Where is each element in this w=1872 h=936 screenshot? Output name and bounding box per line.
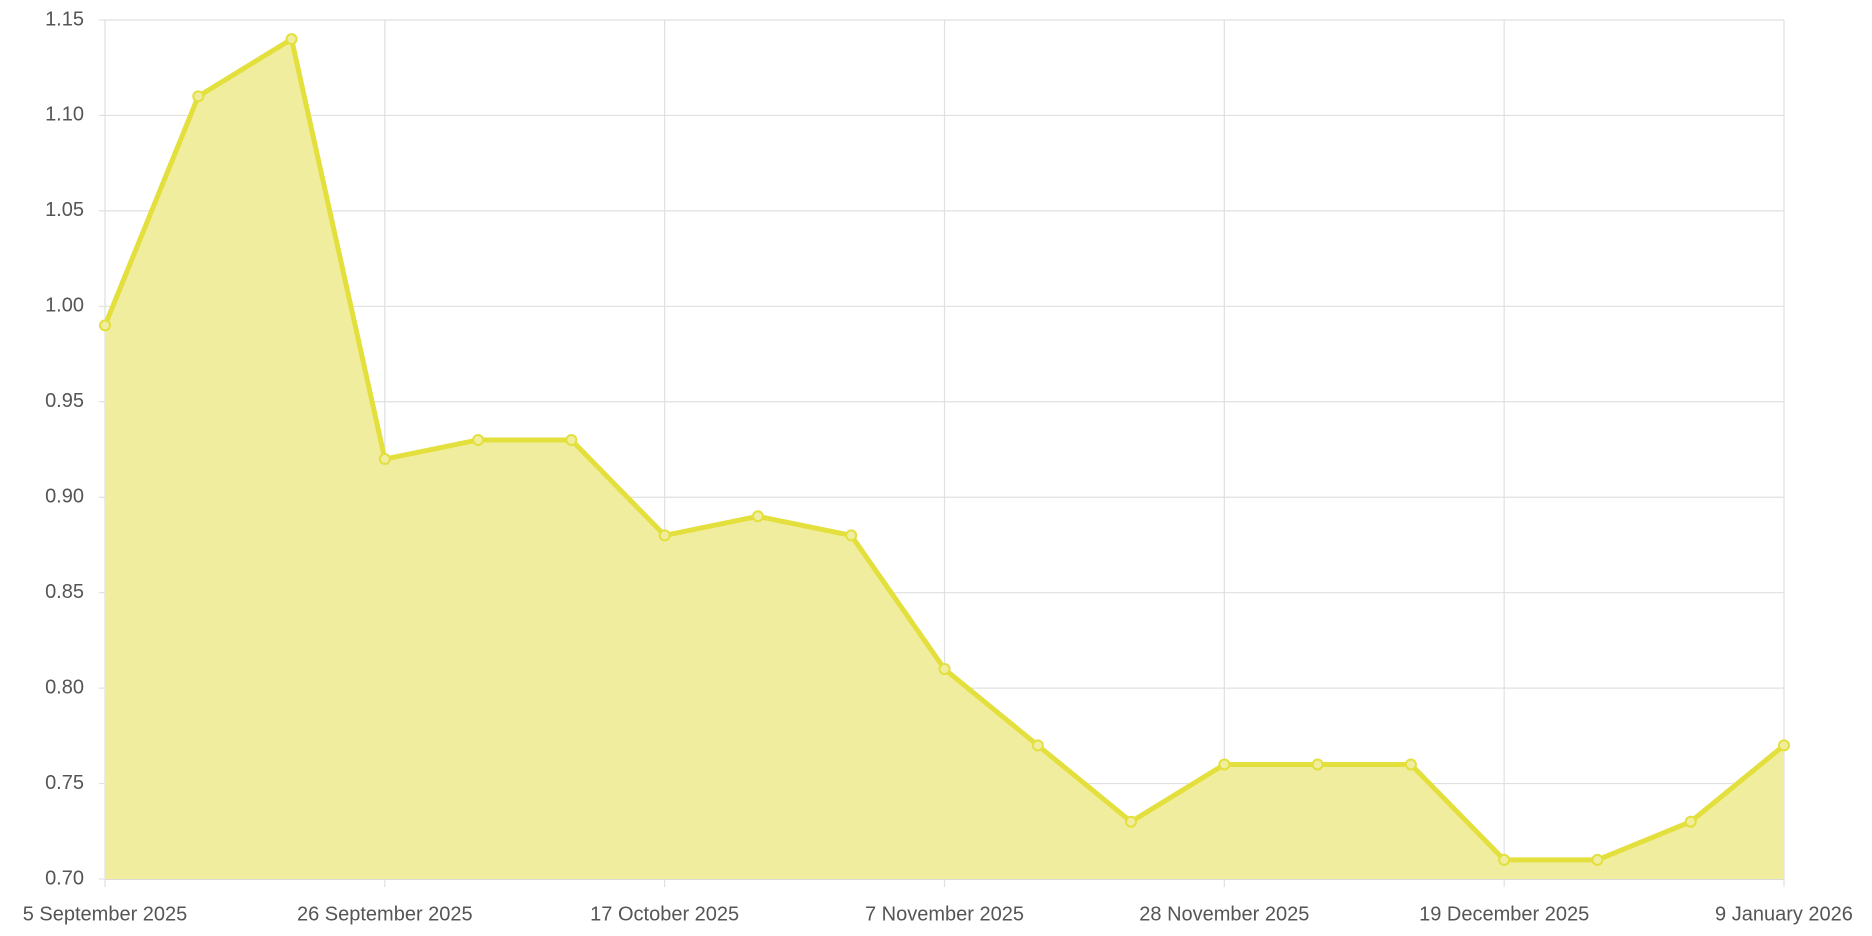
- x-tick-label: 7 November 2025: [865, 903, 1024, 925]
- point: [1498, 853, 1511, 866]
- point: [378, 453, 391, 466]
- point: [1125, 815, 1138, 828]
- y-tick-label: 0.95: [45, 390, 84, 412]
- point: [472, 433, 485, 446]
- y-tick-label: 0.75: [45, 772, 84, 794]
- y-tick-label: 0.70: [45, 867, 84, 889]
- point: [565, 433, 578, 446]
- y-tick-label: 0.90: [45, 486, 84, 508]
- y-tick-label: 1.10: [45, 104, 84, 126]
- point: [845, 529, 858, 542]
- y-tick-label: 1.05: [45, 199, 84, 221]
- x-tick-label: 17 October 2025: [590, 903, 739, 925]
- point: [285, 33, 298, 46]
- y-tick-label: 1.00: [45, 295, 84, 317]
- point: [1404, 758, 1417, 771]
- y-tick-label: 1.15: [45, 8, 84, 30]
- x-tick-label: 28 November 2025: [1139, 903, 1309, 925]
- x-tick-label: 9 January 2026: [1715, 903, 1853, 925]
- y-tick-label: 0.80: [45, 676, 84, 698]
- point: [938, 663, 951, 676]
- point: [99, 319, 111, 332]
- point: [1684, 815, 1697, 828]
- point: [1778, 739, 1790, 752]
- y-tick-label: 0.85: [45, 581, 84, 603]
- area: [105, 39, 1784, 880]
- point: [1218, 758, 1231, 771]
- x-tick-label: 19 December 2025: [1419, 903, 1589, 925]
- point: [1591, 853, 1604, 866]
- point: [192, 90, 205, 103]
- point: [1031, 739, 1044, 752]
- x-tick-label: 26 September 2025: [297, 903, 473, 925]
- point: [658, 529, 671, 542]
- point: [751, 510, 764, 523]
- x-tick-label: 5 September 2025: [23, 903, 188, 925]
- point: [1311, 758, 1324, 771]
